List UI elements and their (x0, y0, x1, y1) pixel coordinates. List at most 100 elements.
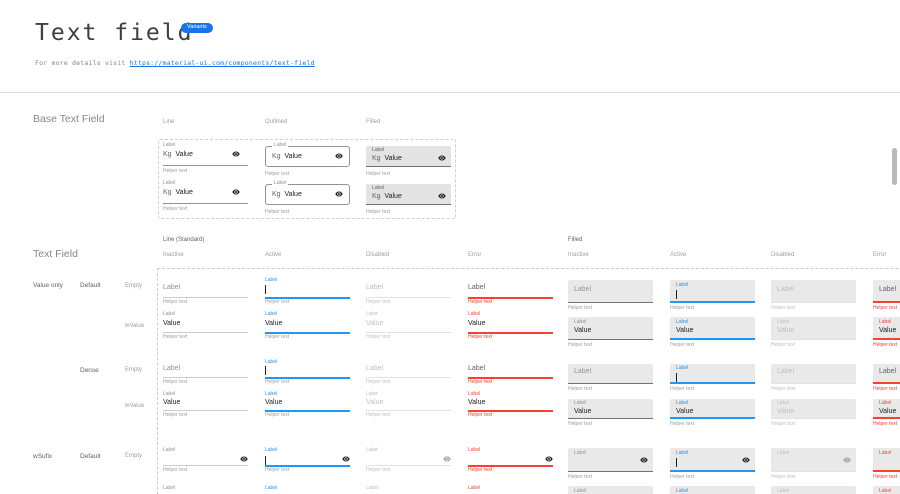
text-field-filled[interactable]: Label Helper text (568, 280, 653, 317)
visibility-eye-icon[interactable] (438, 154, 446, 162)
text-field-filled[interactable]: Label Helper text (771, 280, 856, 317)
text-field-line[interactable]: Label Helper text (163, 360, 248, 390)
field-label: Label (879, 286, 897, 293)
base-text-field-outlined[interactable]: Label Kg Value Helper text (265, 143, 350, 177)
field-value: Value (676, 408, 694, 415)
text-field-line[interactable]: Label Helper text (366, 278, 451, 308)
text-field-filled[interactable]: Label Helper text (771, 364, 856, 398)
helper-text: Helper text (265, 299, 290, 305)
field-underline (163, 332, 248, 333)
prefix-text: Kg (272, 191, 281, 198)
helper-text: Helper text (163, 206, 188, 212)
state-column-header: Disabled (366, 252, 390, 258)
text-field-line[interactable]: Label Helper text (366, 360, 451, 390)
text-field-filled[interactable]: Label Helper text (670, 364, 755, 398)
material-ui-link[interactable]: https://material-ui.com/components/text-… (129, 59, 315, 67)
visibility-eye-icon[interactable] (335, 190, 343, 198)
visibility-eye-icon[interactable] (335, 152, 343, 160)
text-field-line[interactable]: Label Helper text (265, 278, 350, 308)
text-field-line[interactable]: Label Helper text (265, 360, 350, 390)
field-label: Label (574, 450, 587, 456)
text-field-filled[interactable]: Label Helper text (771, 448, 856, 486)
text-field-filled[interactable]: Label Helper text (873, 364, 900, 398)
field-underline (265, 297, 350, 299)
field-label: Label (676, 365, 689, 371)
visibility-eye-icon[interactable] (443, 455, 451, 463)
helper-text: Helper text (468, 412, 493, 418)
visibility-eye-icon[interactable] (843, 456, 851, 464)
helper-text: Helper text (265, 209, 290, 215)
text-field-line[interactable]: Label Helper text (366, 448, 451, 478)
base-text-field-filled[interactable]: Label Kg Value Helper text (366, 143, 451, 177)
field-label: Label (777, 400, 790, 406)
text-field-filled[interactable]: Label Helper text (568, 448, 653, 486)
field-label: Label (777, 319, 790, 325)
visibility-eye-icon[interactable] (545, 455, 553, 463)
visibility-eye-icon[interactable] (438, 192, 446, 200)
row-label: Dense (80, 367, 99, 374)
visibility-eye-icon[interactable] (240, 455, 248, 463)
field-label: Label (163, 391, 176, 397)
base-text-field-line[interactable]: Label Kg Value Helper text (163, 181, 248, 213)
text-field-line[interactable]: Label Helper text (265, 448, 350, 478)
field-label: Label (265, 311, 278, 317)
field-label: Label (265, 359, 278, 365)
visibility-eye-icon[interactable] (232, 150, 240, 158)
text-field-filled[interactable]: Label Helper text (873, 448, 900, 486)
base-text-field-filled[interactable]: Label Kg Value Helper text (366, 181, 451, 215)
text-field-line[interactable]: Label Helper text (163, 448, 248, 478)
visibility-eye-icon[interactable] (640, 456, 648, 464)
filled-field-box: Label (873, 364, 900, 384)
base-component-frame (158, 139, 456, 219)
field-label: Label (574, 488, 587, 494)
visibility-eye-icon[interactable] (232, 188, 240, 196)
field-label: Label (163, 365, 181, 372)
field-underline (163, 410, 248, 411)
text-field-line[interactable]: Label Helper text (468, 360, 553, 390)
state-column-header: Inactive (163, 252, 184, 258)
text-field-line[interactable]: Label Helper text (163, 278, 248, 308)
row-label: Value only (33, 282, 63, 289)
helper-text: Helper text (771, 421, 796, 427)
text-field-line[interactable]: Label Helper text (468, 448, 553, 478)
visibility-eye-icon[interactable] (742, 456, 750, 464)
base-text-field-line[interactable]: Label Kg Value Helper text (163, 143, 248, 175)
scrollbar-thumb[interactable] (892, 148, 897, 185)
field-label: Label (879, 319, 892, 325)
text-field-filled[interactable]: Label Helper text (670, 280, 755, 317)
filled-field-box: Label Kg Value (366, 146, 451, 167)
text-field-line[interactable]: Label Helper text (468, 278, 553, 308)
text-field-filled[interactable]: Label Helper text (873, 280, 900, 317)
visibility-eye-icon[interactable] (342, 455, 350, 463)
helper-text: Helper text (265, 467, 290, 473)
base-text-field-outlined[interactable]: Label Kg Value Helper text (265, 181, 350, 215)
text-field-filled[interactable]: Label Helper text (568, 364, 653, 398)
text-field-filled[interactable]: Label Helper text (670, 448, 755, 486)
